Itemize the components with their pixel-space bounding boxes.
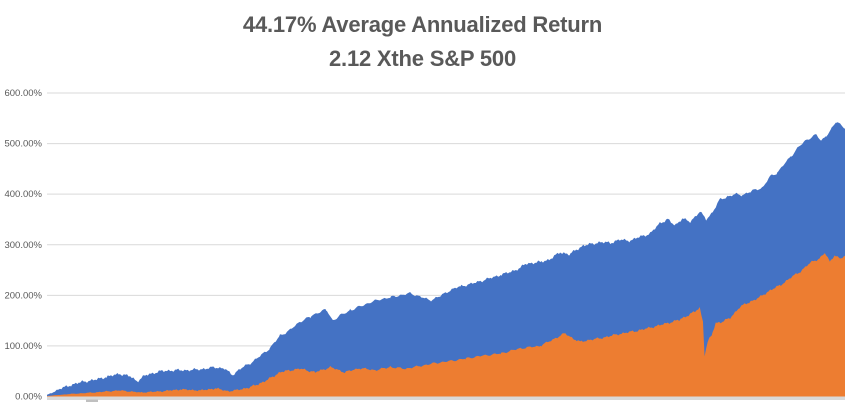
chart-title-line1: 44.17% Average Annualized Return [242, 12, 603, 37]
y-axis-tick-labels: 0.00% 100.00% 200.00% 300.00% 400.00% 500.00%… [4, 88, 42, 403]
y-axis-tick-label: 0.00% [15, 392, 42, 403]
area-series-group [47, 122, 845, 397]
y-axis-tick-label: 600.00% [4, 88, 42, 99]
x-axis-tick [86, 399, 98, 402]
y-axis-tick-label: 200.00% [4, 290, 42, 301]
x-axis-line [47, 396, 845, 400]
x-axis [47, 396, 845, 402]
y-axis-tick-label: 500.00% [4, 139, 42, 150]
chart-title-line2: 2.12 Xthe S&P 500 [329, 46, 516, 71]
orange-series-sp500-cumulative-return-area [47, 253, 845, 397]
y-axis-tick-label: 300.00% [4, 240, 42, 251]
y-axis-tick-label: 400.00% [4, 189, 42, 200]
y-axis-tick-label: 100.00% [4, 341, 42, 352]
chart-title: 44.17% Average Annualized Return 2.12 Xt… [0, 8, 845, 76]
blue-series-cumulative-return-area [47, 122, 845, 397]
